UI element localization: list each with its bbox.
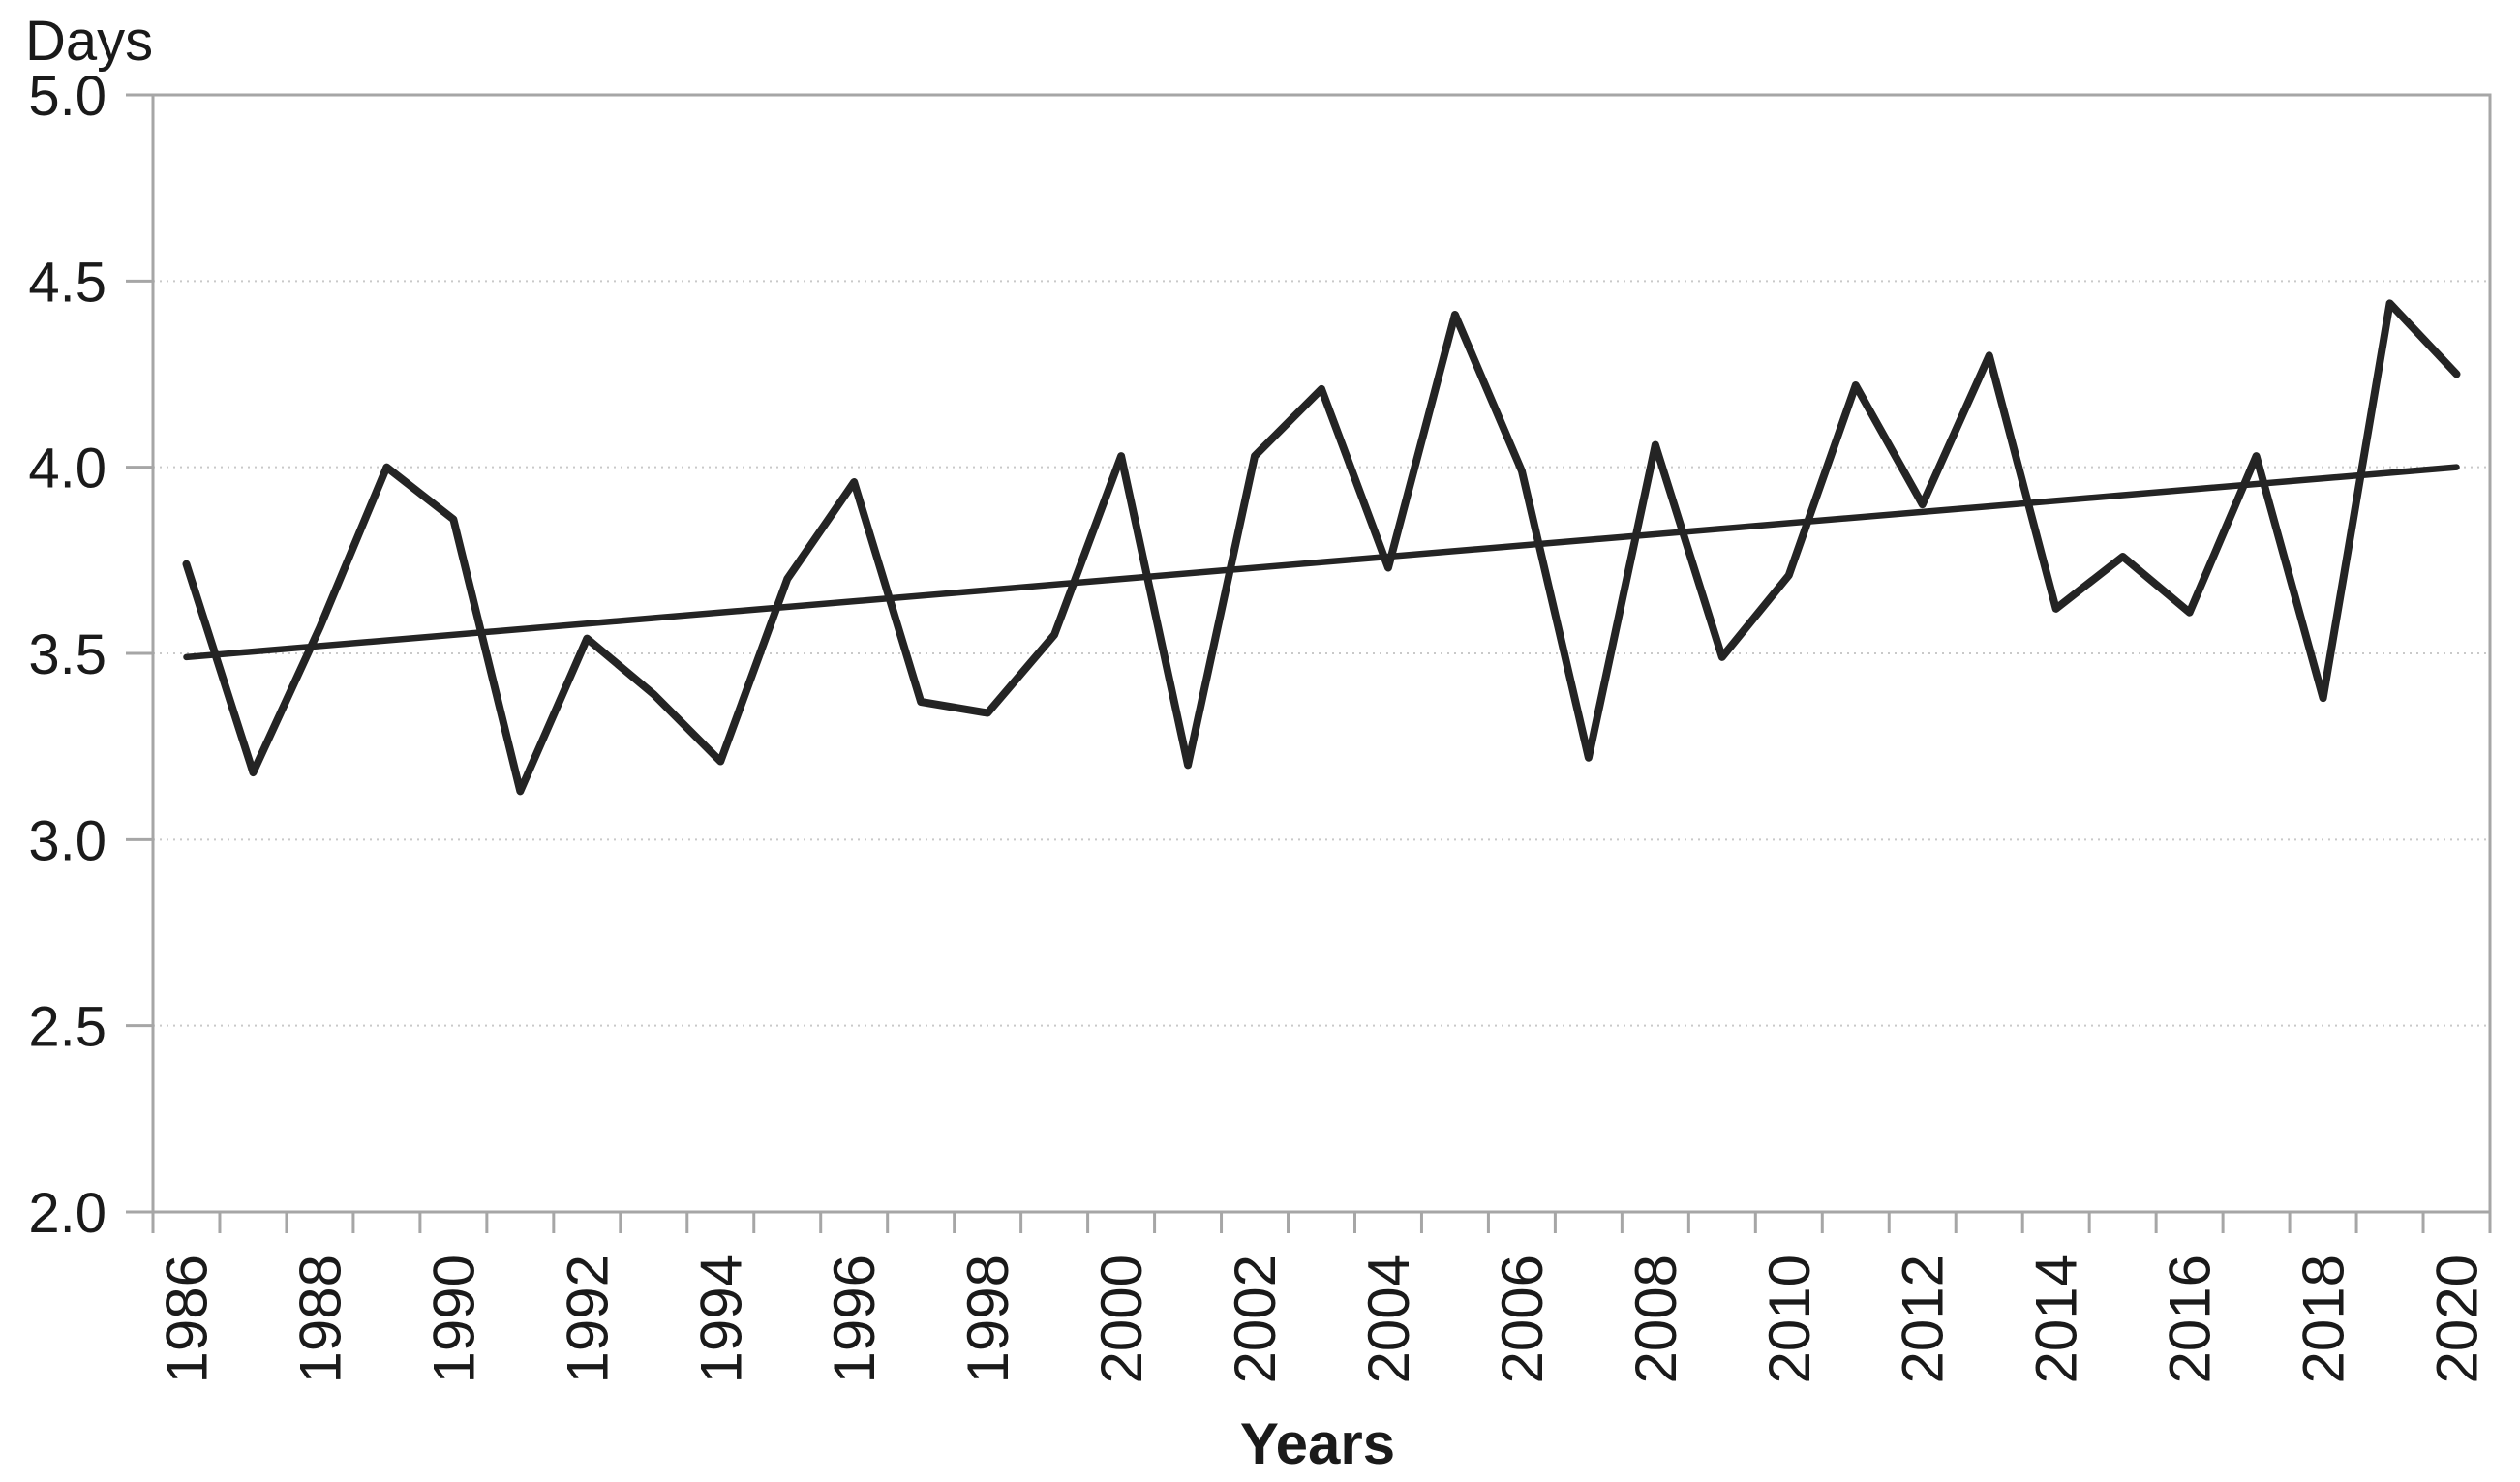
y-tick-label: 5.0 <box>28 65 106 128</box>
x-tick-label: 1994 <box>688 1255 753 1383</box>
x-tick-labels-layer: 1986 1988 1990 1992 1994 1996 1998 2000 2002 2004… <box>154 1255 2489 1383</box>
x-tick-label: 2000 <box>1089 1255 1154 1383</box>
y-tick-label: 4.5 <box>28 251 106 314</box>
x-tick-label: 2012 <box>1891 1255 1956 1383</box>
x-tick-label: 2016 <box>2158 1255 2223 1383</box>
y-tick-label: 2.5 <box>28 996 106 1059</box>
x-tick-label: 1998 <box>956 1255 1020 1383</box>
data-series-line <box>182 299 2461 796</box>
plot-border <box>151 93 2492 1214</box>
x-tick-label: 1986 <box>154 1255 219 1383</box>
x-tick-label: 2006 <box>1490 1255 1555 1383</box>
y-tick-label: 3.0 <box>28 809 106 872</box>
axes-layer <box>126 93 2492 1233</box>
x-tick-label: 2020 <box>2425 1255 2490 1383</box>
series-layer <box>182 299 2461 796</box>
x-tick-label: 1990 <box>421 1255 486 1383</box>
x-axis-title: Years <box>1240 1411 1395 1476</box>
trend-line <box>183 464 2460 661</box>
y-tick-labels-layer: 5.0 4.5 4.0 3.5 3.0 2.5 2.0 <box>28 65 106 1245</box>
x-tick-label: 2002 <box>1223 1255 1288 1383</box>
y-tick-label: 3.5 <box>28 623 106 686</box>
y-tick-label: 4.0 <box>28 438 106 500</box>
x-tick-label: 2010 <box>1757 1255 1822 1383</box>
y-tick-label: 2.0 <box>28 1182 106 1245</box>
x-tick-label: 1996 <box>822 1255 887 1383</box>
x-tick-label: 1992 <box>555 1255 620 1383</box>
x-tick-label: 2014 <box>2024 1255 2089 1383</box>
x-tick-label: 2004 <box>1356 1255 1421 1383</box>
x-tick-label: 2008 <box>1624 1255 1688 1383</box>
y-axis-title: Days <box>25 10 153 73</box>
x-tick-label: 2018 <box>2292 1255 2356 1383</box>
x-tick-label: 1988 <box>288 1255 352 1383</box>
